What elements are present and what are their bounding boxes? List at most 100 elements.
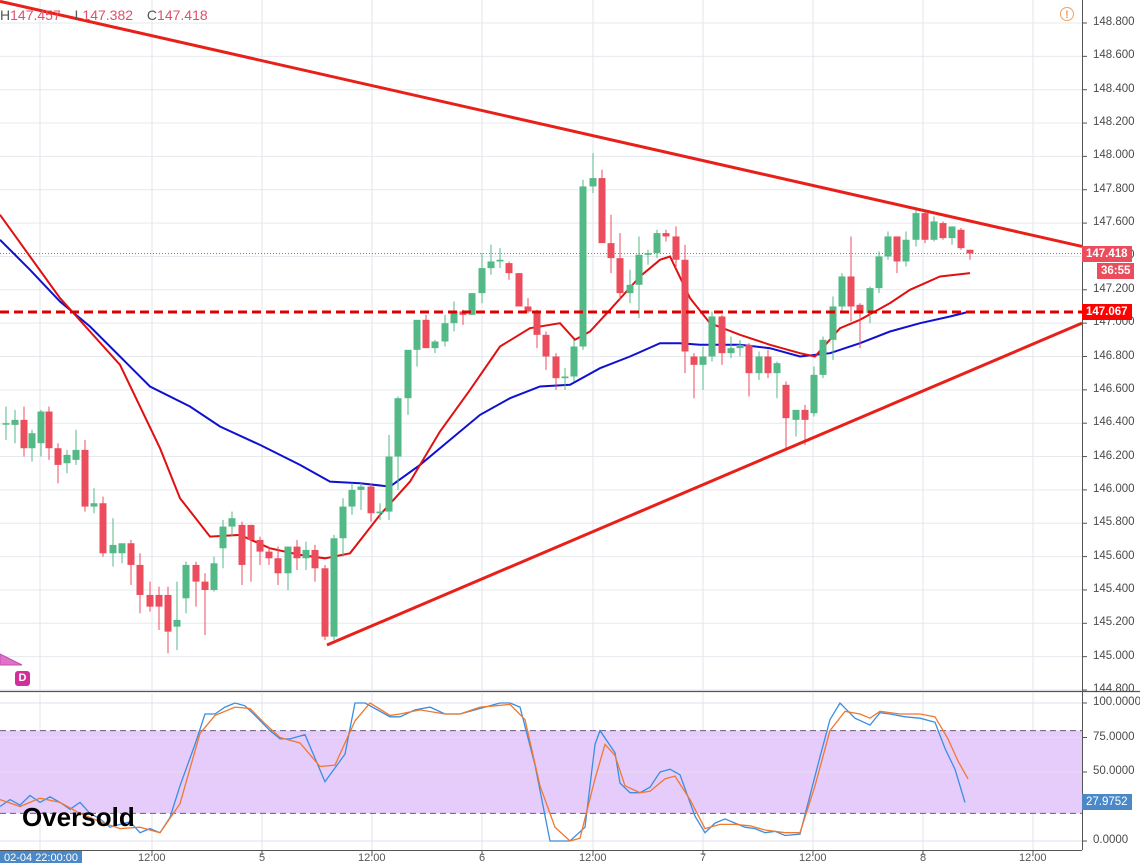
candle-body <box>718 316 726 354</box>
stoch-tick-label: 50.0000 <box>1093 765 1135 777</box>
time-tick-label: 12:00 <box>1019 852 1047 864</box>
candle-body <box>847 276 855 307</box>
candle-body <box>764 356 772 374</box>
price-tick-label: 147.200 <box>1093 282 1135 295</box>
candle-body <box>394 398 402 457</box>
candle-body <box>579 186 587 347</box>
stoch-value-tag: 27.9752 <box>1082 794 1132 810</box>
candle-body <box>210 563 218 590</box>
candle-body <box>957 229 965 249</box>
candle-body <box>505 263 513 274</box>
candle-body <box>72 449 80 460</box>
price-tick-label: 146.800 <box>1093 349 1135 362</box>
candle-body <box>28 433 36 449</box>
candle-body <box>302 549 310 559</box>
candle-body <box>966 249 974 254</box>
price-tick-label: 147.800 <box>1093 182 1135 195</box>
candle-body <box>616 258 624 294</box>
candle-body <box>238 524 246 565</box>
ohlc-legend: H147.457 L147.382 C147.418 <box>0 7 218 23</box>
time-tick-label: 5 <box>259 852 266 864</box>
time-tick-label: 8 <box>920 852 927 864</box>
candle-body <box>228 518 236 527</box>
candle-body <box>192 564 200 582</box>
candle-body <box>478 268 486 294</box>
candle-body <box>357 486 365 490</box>
dividend-marker-badge[interactable]: D <box>15 671 30 686</box>
candle-body <box>690 356 698 365</box>
candle-body <box>801 409 809 420</box>
low-label: L <box>74 7 83 23</box>
close-value: 147.418 <box>157 7 208 23</box>
oversold-annotation: Oversold <box>22 802 135 832</box>
support-trendline <box>326 321 1083 647</box>
candle-body <box>533 311 541 335</box>
candle-body <box>810 374 818 414</box>
candle-body <box>90 503 98 507</box>
candle-body <box>173 619 181 627</box>
candle-body <box>524 306 532 312</box>
price-tick-label: 146.400 <box>1093 416 1135 429</box>
candle-body <box>745 344 753 374</box>
candle-body <box>884 236 892 257</box>
candle-body <box>450 311 458 324</box>
candle-body <box>37 411 45 444</box>
candle-body <box>644 253 652 255</box>
candle-body <box>155 594 163 607</box>
candle-body <box>311 549 319 569</box>
price-tick-label: 148.800 <box>1093 16 1135 28</box>
fast-ma-line <box>0 214 971 560</box>
stoch-tick-label: 0.0000 <box>1093 834 1129 846</box>
stoch-tick-label: 100.0000 <box>1093 696 1140 708</box>
candle-body <box>755 356 763 374</box>
candle-body <box>99 503 107 554</box>
candle-body <box>708 316 716 357</box>
time-tick-label: 12:00 <box>358 852 386 864</box>
candle-body <box>736 344 744 349</box>
low-value: 147.382 <box>82 7 134 23</box>
candle-body <box>496 259 504 262</box>
candle-body <box>54 448 62 465</box>
candle-body <box>256 539 264 552</box>
candle-body <box>219 526 227 549</box>
price-tick-label: 146.600 <box>1093 382 1135 395</box>
candle-body <box>431 341 439 349</box>
candle-body <box>63 454 71 464</box>
bar-countdown-tag: 36:55 <box>1097 263 1135 279</box>
candle-body <box>164 594 172 632</box>
candle-body <box>441 323 449 342</box>
candle-body <box>939 223 947 239</box>
candle-body <box>293 546 301 559</box>
candle-body <box>247 524 255 540</box>
candle-body <box>570 346 578 377</box>
candle-body <box>552 356 560 379</box>
candle-body <box>81 449 89 507</box>
candle-body <box>348 489 356 507</box>
price-tick-label: 146.000 <box>1093 482 1135 495</box>
candle-body <box>921 213 929 240</box>
candle-body <box>136 564 144 595</box>
candle-body <box>866 288 874 314</box>
price-tick-label: 146.200 <box>1093 449 1135 462</box>
time-tick-label: 6 <box>479 852 486 864</box>
time-tick-label: 7 <box>700 852 707 864</box>
candle-body <box>274 558 282 574</box>
price-tick-label: 147.600 <box>1093 216 1135 229</box>
time-cursor-tag: 02-04 22:00:00 <box>0 851 83 864</box>
candle-body <box>930 221 938 240</box>
warning-icon[interactable]: ! <box>1060 7 1074 21</box>
candle-body <box>376 511 384 514</box>
candle-body <box>201 581 209 590</box>
time-tick-label: 12:00 <box>579 852 607 864</box>
candle-body <box>413 319 421 350</box>
pattern-marker <box>0 653 23 666</box>
candle-body <box>182 564 190 599</box>
candle-body <box>829 306 837 340</box>
candle-body <box>339 506 347 539</box>
candle-body <box>127 543 135 565</box>
candle-body <box>626 284 634 294</box>
stoch-d-line <box>0 702 969 842</box>
candle-body <box>109 544 117 554</box>
candle-body <box>607 243 615 259</box>
